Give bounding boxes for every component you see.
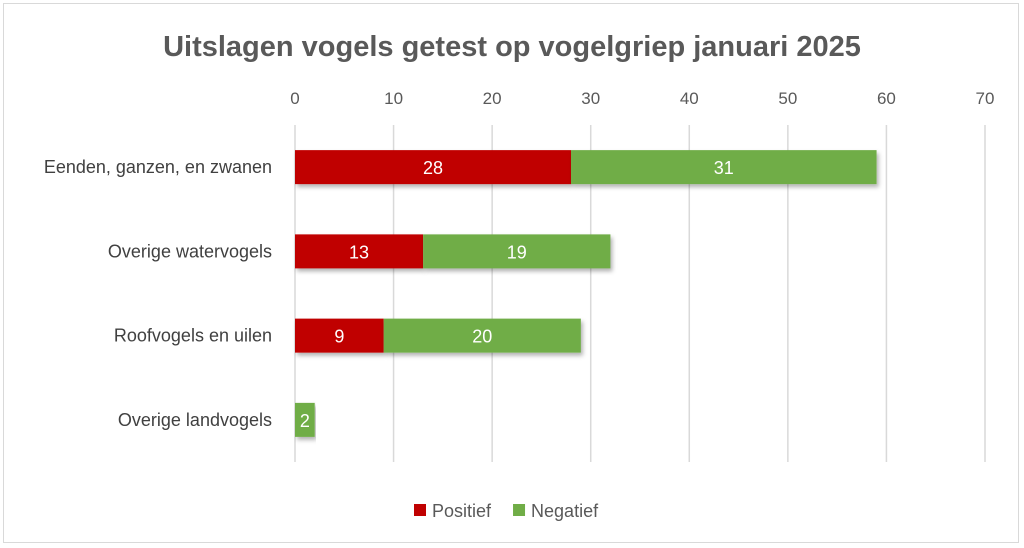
x-tick-label: 50: [778, 89, 797, 108]
data-label: 31: [714, 158, 734, 178]
category-label: Overige watervogels: [108, 241, 272, 261]
x-tick-label: 20: [483, 89, 502, 108]
x-tick-label: 30: [581, 89, 600, 108]
legend-label: Negatief: [531, 501, 599, 521]
bar-negatief: [383, 318, 581, 353]
bar-negatief: [571, 150, 877, 185]
category-label: Eenden, ganzen, en zwanen: [44, 157, 272, 177]
legend-swatch: [513, 504, 526, 516]
bar-negatief: [295, 402, 315, 437]
bar-positief: [295, 234, 424, 269]
x-tick-label: 10: [384, 89, 403, 108]
data-label: 28: [423, 158, 443, 178]
x-tick-label: 60: [877, 89, 896, 108]
chart-frame: [3, 3, 1019, 543]
x-tick-label: 40: [680, 89, 699, 108]
data-label: 9: [334, 327, 344, 347]
data-label: 20: [472, 327, 492, 347]
category-label: Overige landvogels: [118, 410, 272, 430]
data-label: 13: [349, 242, 369, 262]
bar-positief: [295, 150, 571, 185]
data-label: 2: [300, 411, 310, 431]
bar-negatief: [423, 234, 611, 269]
category-label: Roofvogels en uilen: [114, 326, 272, 346]
chart-title: Uitslagen vogels getest op vogelgriep ja…: [163, 31, 861, 63]
data-label: 19: [507, 242, 527, 262]
legend-label: Positief: [432, 501, 492, 521]
x-tick-label: 70: [976, 89, 995, 108]
legend-swatch: [414, 504, 426, 516]
x-tick-label: 0: [290, 89, 299, 108]
bar-positief: [295, 318, 384, 353]
